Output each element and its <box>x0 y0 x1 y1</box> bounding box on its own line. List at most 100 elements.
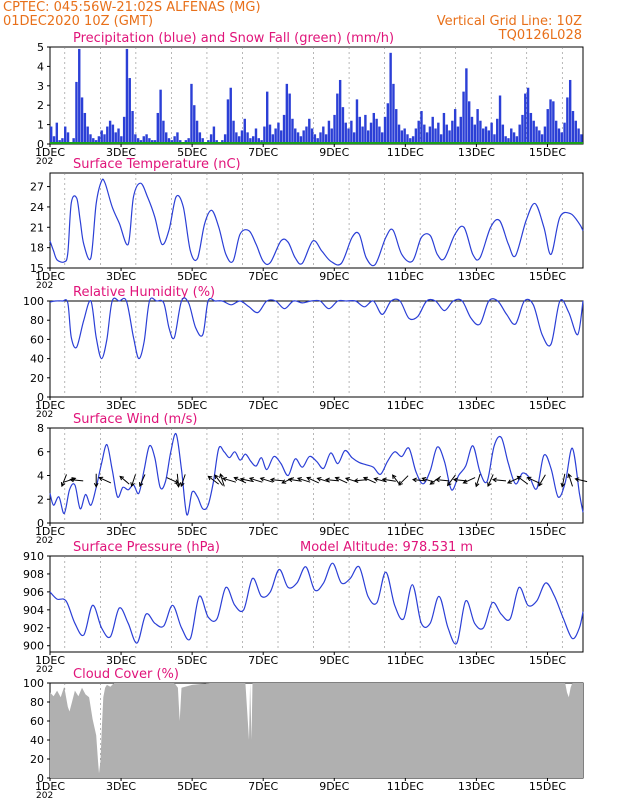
precip-bar <box>411 136 415 144</box>
wind-xtick-label: 5DEC <box>177 525 207 538</box>
precip-bar <box>473 124 476 144</box>
rh-ytick-label: 20 <box>30 372 44 385</box>
precip-xtick-label: 5DEC <box>177 146 207 159</box>
precip-bar <box>299 136 303 144</box>
precip-bar <box>490 122 493 144</box>
precip-bar <box>316 138 319 144</box>
wind-arrow <box>516 475 529 485</box>
precip-bar <box>423 124 426 144</box>
precip-bar <box>106 126 109 144</box>
precip-bar <box>64 126 67 144</box>
precip-ytick-label: 5 <box>37 41 44 54</box>
precip-bar <box>532 120 535 144</box>
precip-bar <box>526 87 530 144</box>
wind-arrow <box>487 474 494 488</box>
pressure-panel: Surface Pressure (hPa) Model Altitude: 97… <box>23 540 584 675</box>
wind-arrow <box>233 476 247 484</box>
precip-bar <box>557 128 561 144</box>
precip-bar <box>476 109 479 144</box>
cloud-ytick-label: 60 <box>30 715 44 728</box>
wind-ytick-label: 6 <box>37 446 44 459</box>
precip-bar <box>173 136 176 144</box>
precip-bar <box>251 136 255 144</box>
precip-bar <box>83 112 87 144</box>
precip-bar <box>310 128 314 144</box>
precip-bar <box>467 101 471 144</box>
precip-bar <box>381 132 384 144</box>
precip-bar <box>336 93 339 144</box>
cloud-panel: Cloud Cover (%) 0 20 40 60 80 100 1DEC 3DEC 5DEC 7… <box>23 667 584 800</box>
precip-bar <box>114 132 117 144</box>
precip-xtick-label: 11DEC <box>387 146 424 159</box>
precip-bar <box>577 128 580 144</box>
precip-bar <box>529 112 533 144</box>
wind-arrow <box>475 473 481 488</box>
precip-bar <box>319 132 322 144</box>
wind-ytick-label: 4 <box>37 470 44 483</box>
wind-arrow <box>119 475 130 485</box>
precip-bar <box>263 126 266 144</box>
wind-arrow <box>491 477 507 483</box>
precip-bar <box>55 122 59 144</box>
cloud-xtick-label: 11DEC <box>387 780 424 793</box>
wind-panel: Surface Wind (m/s) 0 2 4 6 8 1DEC 3DEC 5DEC 7DEC 9… <box>35 412 588 546</box>
precip-bar <box>201 138 204 144</box>
pressure-ytick-label: 904 <box>23 604 44 617</box>
precip-bar <box>364 114 367 144</box>
precip-bar <box>333 114 336 144</box>
wind-arrow <box>214 474 224 486</box>
cloud-cover-area <box>50 683 583 778</box>
rh-title: Relative Humidity (%) <box>73 285 215 300</box>
precip-bar <box>97 136 101 144</box>
precip-ytick-label: 1 <box>37 119 44 132</box>
precip-bar <box>406 134 409 144</box>
wind-arrow <box>324 477 340 483</box>
wind-arrow <box>398 475 409 486</box>
precip-bar <box>322 126 325 144</box>
precip-bar <box>456 126 460 144</box>
temp-title: Surface Temperature (nC) <box>73 157 241 172</box>
rh-ytick-label: 100 <box>23 295 44 308</box>
pressure-subtitle: Model Altitude: 978.531 m <box>300 540 473 555</box>
wind-xtick-label: 1DEC <box>35 525 65 538</box>
precip-bar <box>254 128 258 144</box>
wind-ytick-label: 2 <box>37 493 44 506</box>
cloud-ytick-label: 40 <box>30 734 44 747</box>
precip-xtick-label: 15DEC <box>529 146 566 159</box>
precip-bar <box>358 116 361 144</box>
precip-bar <box>249 138 252 144</box>
precip-bar <box>392 83 395 144</box>
precip-bar <box>86 126 89 144</box>
precip-bar <box>280 130 283 144</box>
wind-arrow <box>69 477 84 483</box>
cloud-xtick-label: 9DEC <box>319 780 349 793</box>
precip-ytick-label: 0 <box>37 138 44 151</box>
rh-ytick-label: 40 <box>30 353 44 366</box>
rh-ytick-label: 0 <box>37 391 44 404</box>
precip-bar <box>546 109 549 144</box>
rh-panel: Relative Humidity (%) 0 20 40 60 80 100 1DEC 3DE… <box>23 285 584 420</box>
precip-bar <box>563 122 566 144</box>
wind-arrow <box>334 476 348 484</box>
pressure-ytick-label: 900 <box>23 640 44 653</box>
temp-ytick-label: 15 <box>30 262 44 275</box>
wind-arrow <box>180 474 186 488</box>
pressure-ytick-label: 910 <box>23 550 44 563</box>
precip-bar <box>344 122 347 144</box>
cloud-xtick-label: 7DEC <box>248 780 278 793</box>
wind-arrow <box>130 474 136 488</box>
precip-bar <box>243 118 246 144</box>
pressure-title: Surface Pressure (hPa) <box>73 540 220 555</box>
precip-bar <box>549 99 552 144</box>
precip-bar <box>437 122 440 144</box>
pressure-xtick-label: 1DEC <box>35 654 65 667</box>
precip-bar <box>268 124 272 144</box>
precip-bar <box>209 134 213 144</box>
wind-arrow <box>421 477 435 483</box>
precip-bar <box>313 134 317 144</box>
wind-arrow <box>60 474 67 488</box>
precip-bar <box>176 132 179 144</box>
precip-bar <box>122 116 126 144</box>
precip-bar <box>145 134 148 144</box>
precip-bar <box>434 128 437 144</box>
